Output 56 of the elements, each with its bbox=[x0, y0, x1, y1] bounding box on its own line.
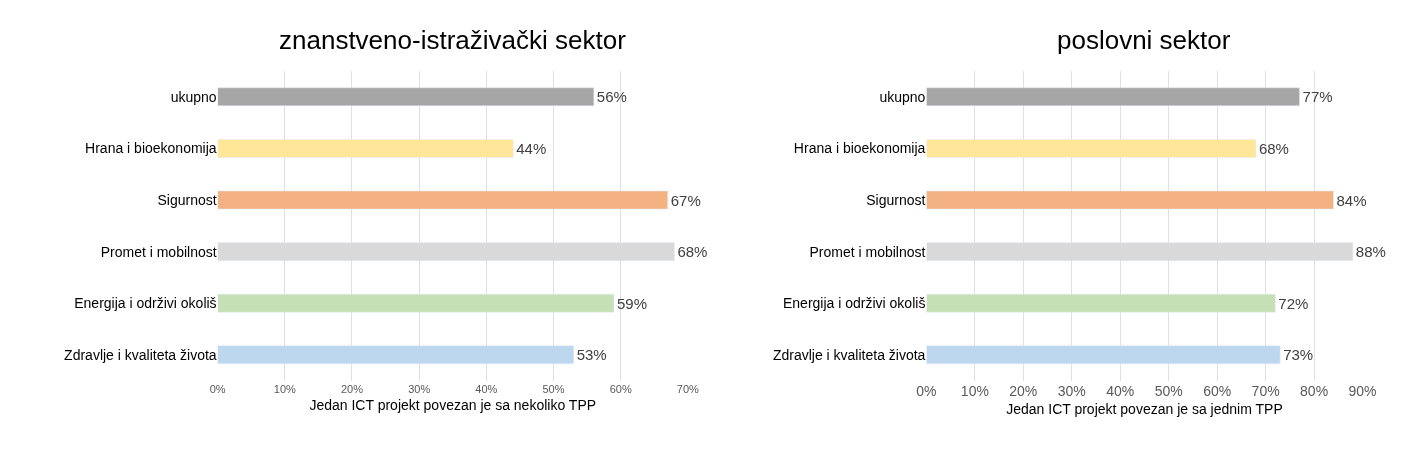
data-label: 84% bbox=[1336, 191, 1367, 209]
x-tick-label: 90% bbox=[1348, 382, 1377, 399]
data-label: 67% bbox=[670, 191, 701, 209]
data-label: 56% bbox=[596, 88, 627, 106]
x-tick-label: 80% bbox=[1300, 382, 1329, 399]
bar bbox=[926, 190, 1334, 210]
x-tick-label: 20% bbox=[340, 382, 364, 395]
x-tick-label: 70% bbox=[1251, 382, 1280, 399]
bar bbox=[926, 87, 1300, 107]
data-label: 59% bbox=[616, 294, 648, 312]
chart-title: znanstveno-istraživački sektor bbox=[279, 25, 627, 55]
data-label: 68% bbox=[1258, 139, 1289, 157]
y-tick-label: ukupno bbox=[170, 88, 217, 105]
y-tick-label: Promet i mobilnost bbox=[809, 243, 926, 260]
data-label: 53% bbox=[576, 346, 607, 364]
y-tick-label: Hrana i bioekonomija bbox=[85, 140, 217, 157]
y-tick-label: Promet i mobilnost bbox=[100, 243, 217, 260]
x-tick-label: 40% bbox=[1106, 382, 1135, 399]
data-label: 44% bbox=[516, 139, 547, 157]
x-tick-label: 30% bbox=[1057, 382, 1086, 399]
x-tick-label: 50% bbox=[1154, 382, 1183, 399]
bar bbox=[926, 139, 1257, 158]
x-tick-label: 20% bbox=[1009, 382, 1038, 399]
y-tick-label: Energija i održivi okoliš bbox=[782, 295, 926, 312]
x-tick-label: 0% bbox=[916, 382, 937, 399]
data-label: 77% bbox=[1302, 88, 1333, 106]
x-tick-label: 30% bbox=[408, 382, 431, 395]
data-label: 88% bbox=[1355, 243, 1386, 261]
data-label: 72% bbox=[1278, 294, 1309, 312]
x-tick-label: 60% bbox=[609, 382, 632, 395]
bar bbox=[217, 293, 615, 313]
y-tick-label: Hrana i bioekonomija bbox=[793, 140, 926, 157]
x-tick-label: 10% bbox=[960, 382, 989, 399]
x-tick-label: 50% bbox=[542, 382, 565, 395]
y-tick-label: Zdravlje i kvaliteta života bbox=[772, 346, 926, 363]
bar bbox=[217, 87, 595, 107]
bar bbox=[217, 190, 668, 210]
y-tick-label: Zdravlje i kvaliteta života bbox=[64, 346, 217, 363]
x-tick-label: 70% bbox=[676, 382, 700, 395]
x-tick-label: 40% bbox=[475, 382, 498, 395]
bar bbox=[217, 139, 514, 158]
chart-title: poslovni sektor bbox=[1057, 25, 1231, 55]
data-label: 73% bbox=[1283, 346, 1314, 364]
bar bbox=[926, 293, 1276, 313]
x-tick-label: 10% bbox=[273, 382, 297, 395]
x-axis-title: Jedan ICT projekt povezan je sa jednim TPP bbox=[1006, 400, 1283, 417]
y-tick-label: ukupno bbox=[879, 88, 926, 105]
x-tick-label: 60% bbox=[1203, 382, 1232, 399]
y-tick-label: Sigurnost bbox=[866, 191, 926, 208]
bar bbox=[217, 345, 574, 365]
bar bbox=[926, 345, 1281, 365]
x-axis-title: Jedan ICT projekt povezan je sa nekoliko TPP bbox=[309, 396, 597, 413]
y-tick-label: Energija i održivi okoliš bbox=[74, 295, 217, 312]
x-tick-label: 0% bbox=[209, 382, 226, 395]
y-tick-label: Sigurnost bbox=[157, 191, 217, 208]
data-label: 68% bbox=[677, 243, 708, 261]
